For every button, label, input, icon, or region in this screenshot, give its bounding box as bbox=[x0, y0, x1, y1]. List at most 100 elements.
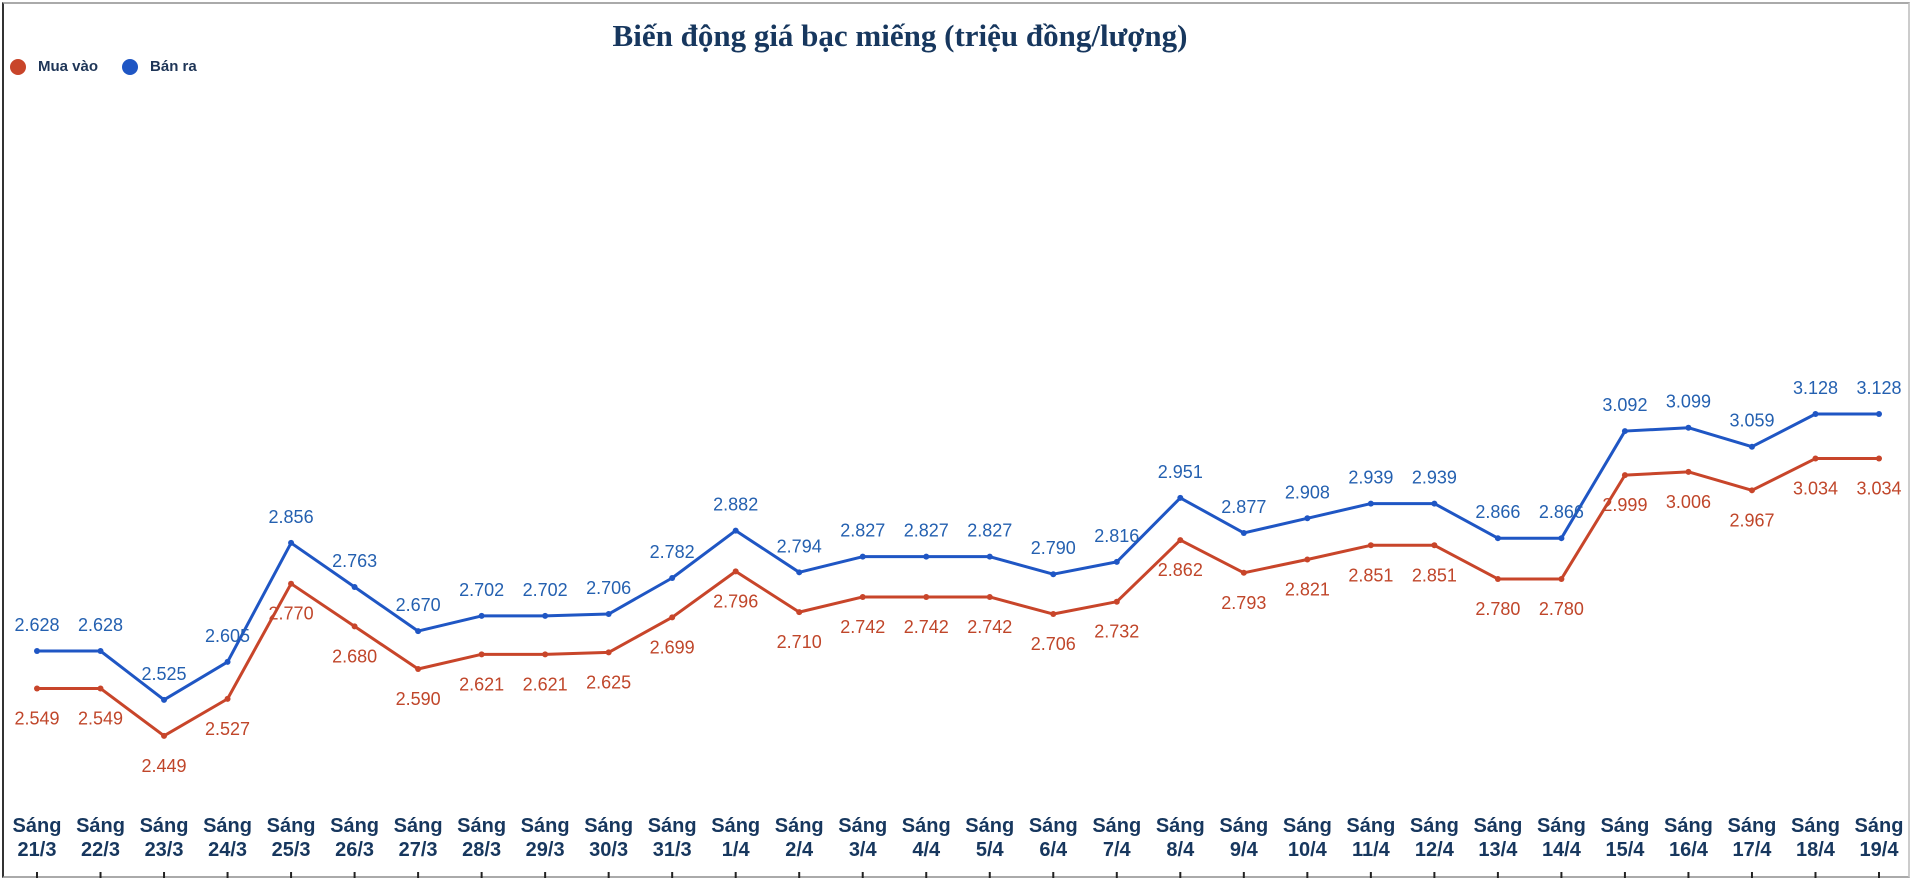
x-tick-label: Sáng bbox=[1473, 815, 1522, 837]
data-label: 2.939 bbox=[1348, 468, 1393, 488]
data-point bbox=[1876, 411, 1882, 417]
data-point bbox=[796, 569, 803, 576]
x-tick-label: 25/3 bbox=[272, 839, 311, 861]
x-tick-label: 14/4 bbox=[1542, 839, 1582, 861]
data-label: 2.939 bbox=[1412, 468, 1457, 488]
x-tick-label: 16/4 bbox=[1669, 839, 1709, 861]
data-label: 2.780 bbox=[1539, 599, 1584, 619]
data-point bbox=[1748, 487, 1755, 494]
x-tick-label: 24/3 bbox=[208, 839, 247, 861]
data-label: 2.710 bbox=[777, 632, 822, 652]
data-point bbox=[1367, 500, 1374, 507]
data-label: 3.034 bbox=[1793, 479, 1838, 499]
data-label: 2.780 bbox=[1475, 599, 1520, 619]
data-label: 2.793 bbox=[1221, 593, 1266, 613]
data-label: 2.628 bbox=[14, 615, 59, 635]
data-label: 2.605 bbox=[205, 626, 250, 646]
data-point bbox=[1494, 575, 1501, 582]
data-point bbox=[796, 609, 803, 616]
x-tick-label: Sáng bbox=[648, 815, 697, 837]
x-tick-label: 1/4 bbox=[722, 839, 751, 861]
x-tick-label: 18/4 bbox=[1796, 839, 1836, 861]
data-point bbox=[986, 553, 993, 560]
data-point bbox=[224, 658, 231, 665]
x-tick-label: Sáng bbox=[394, 815, 443, 837]
x-tick-label: Sáng bbox=[1346, 815, 1395, 837]
x-tick-label: 8/4 bbox=[1166, 839, 1195, 861]
data-point bbox=[351, 623, 358, 630]
data-point bbox=[542, 612, 549, 619]
x-tick-label: 17/4 bbox=[1732, 839, 1772, 861]
x-tick-label: 19/4 bbox=[1860, 839, 1900, 861]
data-label: 2.866 bbox=[1539, 502, 1584, 522]
x-tick-label: Sáng bbox=[267, 815, 316, 837]
x-tick-label: 4/4 bbox=[912, 839, 941, 861]
data-point bbox=[1177, 537, 1184, 544]
data-point bbox=[1367, 542, 1374, 549]
x-tick-label: 3/4 bbox=[849, 839, 878, 861]
data-label: 2.628 bbox=[78, 615, 123, 635]
data-label: 2.680 bbox=[332, 646, 377, 666]
data-label: 3.128 bbox=[1856, 378, 1901, 398]
legend-marker-mua-vao bbox=[10, 58, 26, 75]
x-tick-label: 21/3 bbox=[18, 839, 57, 861]
data-point bbox=[732, 527, 739, 534]
x-tick-label: 5/4 bbox=[976, 839, 1005, 861]
data-point bbox=[1431, 542, 1438, 549]
x-tick-label: Sáng bbox=[203, 815, 252, 837]
data-point bbox=[1050, 571, 1057, 578]
data-point bbox=[923, 553, 930, 560]
data-label: 2.951 bbox=[1158, 462, 1203, 482]
data-point bbox=[1558, 575, 1565, 582]
x-tick-label: 28/3 bbox=[462, 839, 501, 861]
x-tick-label: 12/4 bbox=[1415, 839, 1455, 861]
legend-marker-ban-ra bbox=[122, 58, 139, 75]
x-tick-label: 11/4 bbox=[1352, 839, 1391, 861]
data-label: 2.706 bbox=[1031, 634, 1076, 654]
series-line-mua-vao bbox=[37, 457, 1879, 738]
data-point bbox=[1304, 556, 1311, 563]
data-point bbox=[161, 696, 168, 703]
data-point bbox=[1113, 558, 1120, 565]
x-tick-label: Sáng bbox=[1855, 815, 1904, 837]
data-point bbox=[1113, 598, 1120, 605]
x-tick-label: 7/4 bbox=[1103, 839, 1132, 861]
data-point bbox=[1685, 468, 1692, 475]
data-point bbox=[669, 575, 676, 582]
data-label: 2.877 bbox=[1221, 497, 1266, 517]
legend-label: Mua vào bbox=[38, 58, 99, 75]
data-label: 3.006 bbox=[1666, 492, 1711, 512]
x-tick-label: 27/3 bbox=[399, 839, 438, 861]
data-label: 2.782 bbox=[650, 542, 695, 562]
data-label: 2.525 bbox=[142, 664, 187, 684]
data-label: 2.742 bbox=[840, 617, 885, 637]
x-tick-label: 15/4 bbox=[1605, 839, 1645, 861]
data-point bbox=[1812, 455, 1819, 462]
x-tick-label: Sáng bbox=[902, 815, 951, 837]
data-label: 2.770 bbox=[269, 604, 314, 624]
data-label: 2.742 bbox=[904, 617, 949, 637]
data-point bbox=[351, 584, 358, 591]
x-tick-label: Sáng bbox=[584, 815, 633, 837]
data-point bbox=[288, 539, 295, 546]
data-point bbox=[605, 649, 612, 656]
data-label: 2.670 bbox=[396, 595, 441, 615]
data-label: 2.549 bbox=[14, 708, 59, 728]
data-label: 2.699 bbox=[650, 637, 695, 657]
data-point bbox=[986, 593, 993, 600]
x-tick-label: Sáng bbox=[775, 815, 824, 837]
data-label: 2.621 bbox=[459, 674, 504, 694]
data-point bbox=[1876, 455, 1882, 462]
data-label: 2.590 bbox=[396, 689, 441, 709]
data-point bbox=[415, 666, 422, 673]
data-point bbox=[288, 580, 295, 587]
data-label: 2.790 bbox=[1031, 538, 1076, 558]
data-label: 2.851 bbox=[1348, 565, 1393, 585]
x-tick-label: 29/3 bbox=[526, 839, 565, 861]
data-label: 3.092 bbox=[1602, 395, 1647, 415]
x-tick-label: Sáng bbox=[1092, 815, 1141, 837]
x-tick-label: Sáng bbox=[1283, 815, 1332, 837]
data-label: 2.702 bbox=[459, 580, 504, 600]
x-tick-label: Sáng bbox=[1410, 815, 1459, 837]
